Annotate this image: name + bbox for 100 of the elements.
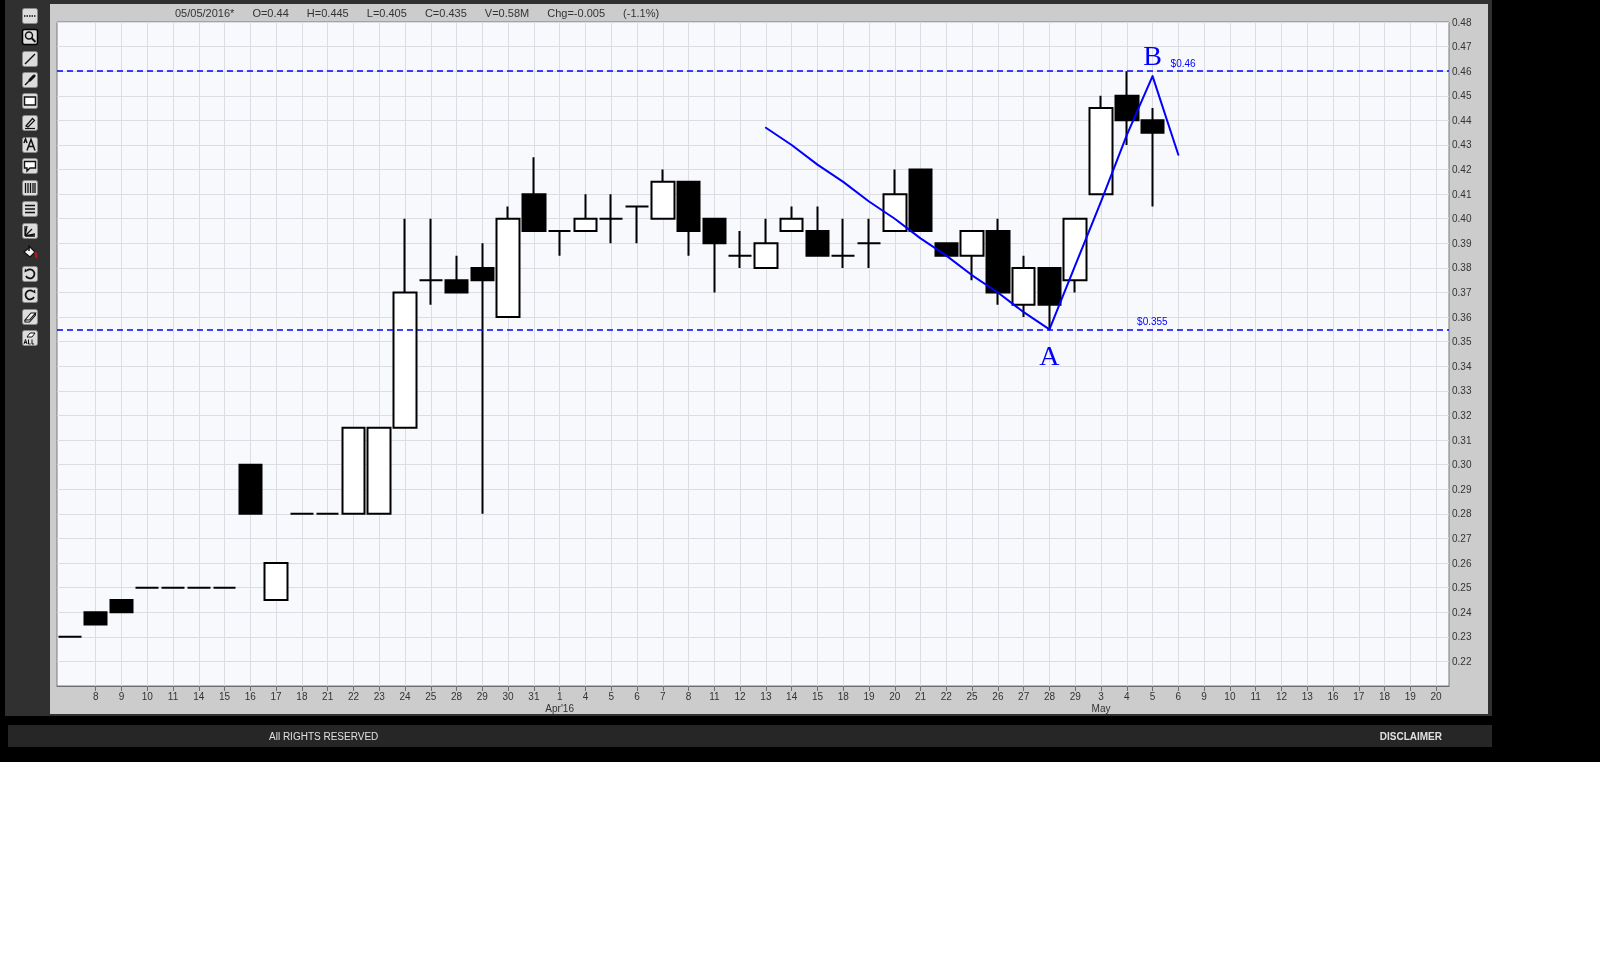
y-tick-label: 0.33: [1452, 385, 1472, 397]
x-tick-label: 18: [296, 690, 308, 702]
x-tick-label: 5: [608, 690, 615, 702]
x-tick-label: 28: [1043, 690, 1056, 702]
y-tick-label: 0.25: [1452, 582, 1472, 594]
x-tick-label: 14: [193, 690, 205, 702]
y-tick-label: 0.35: [1452, 336, 1472, 348]
x-tick-label: 10: [1224, 690, 1236, 702]
x-tick-label: 23: [373, 690, 386, 702]
candlestick: [547, 230, 572, 257]
x-tick-label: 20: [1430, 690, 1443, 702]
x-tick-label: 4: [1124, 690, 1130, 702]
annotation: A: [1039, 339, 1061, 371]
x-tick-label: 15: [218, 690, 231, 702]
candlestick: [418, 217, 444, 306]
x-tick-label: 29: [476, 690, 489, 702]
y-tick-label: 0.45: [1452, 90, 1472, 102]
x-tick-label: 22: [347, 690, 360, 702]
candlestick: [186, 586, 212, 589]
x-tick-label: 16: [244, 690, 257, 702]
candlestick: [160, 586, 186, 589]
candlestick: [624, 205, 650, 245]
y-tick-label: 0.26: [1452, 557, 1472, 569]
x-tick-label: 3 May: [1091, 690, 1111, 714]
text: DISCLAIMER: [1379, 731, 1442, 743]
x-tick-label: 24: [399, 690, 411, 702]
candlestick: [573, 193, 598, 233]
x-tick-label: 16: [1327, 690, 1339, 702]
y-tick-label: 0.38: [1452, 262, 1472, 274]
y-tick-label: 0.27: [1452, 532, 1472, 544]
x-tick-label: 17: [1353, 690, 1365, 702]
x-tick-label: 11: [1250, 690, 1262, 702]
x-tick-label: 11: [709, 690, 720, 702]
y-tick-label: 0.29: [1452, 483, 1472, 495]
y-tick-label: 0.39: [1452, 237, 1472, 249]
candlestick: [444, 254, 469, 294]
candlestick: [109, 598, 134, 614]
x-tick-label: 15: [811, 690, 824, 702]
y-tick-label: 0.22: [1452, 655, 1472, 667]
x-tick-label: 11: [167, 690, 179, 702]
x-tick-label: 18: [837, 690, 850, 702]
candlestick: [830, 217, 856, 269]
candlestick: [238, 463, 263, 515]
x-tick-label: 13: [1301, 690, 1314, 702]
candlestick: [57, 635, 83, 638]
x-tick-label: 9: [1201, 690, 1208, 702]
x-tick-label: 13: [760, 690, 772, 702]
candlestick: [598, 193, 624, 245]
x-tick-label: 19: [1404, 690, 1417, 702]
x-tick-label: 8: [92, 690, 99, 702]
candlestick: [83, 611, 108, 626]
x-tick-label: 22: [940, 690, 953, 702]
y-tick-label: 0.30: [1452, 459, 1472, 471]
x-tick-label: 5: [1149, 690, 1156, 702]
x-tick-label: 28: [450, 690, 463, 702]
x-tick-label: 17: [270, 690, 283, 702]
x-tick-label: 20: [889, 690, 901, 702]
y-tick-label: 0.48: [1452, 16, 1472, 28]
x-tick-label: 6: [1175, 690, 1182, 702]
x-tick-label: 12: [1275, 690, 1288, 702]
candlestick: [727, 230, 753, 269]
y-tick-label: 0.24: [1452, 606, 1472, 618]
y-tick-label: 0.34: [1452, 360, 1472, 372]
candlestick: [289, 512, 315, 515]
x-tick-label: 14: [786, 690, 798, 702]
y-tick-label: 0.28: [1452, 508, 1472, 520]
candlestick: [212, 586, 237, 589]
x-tick-label: 26: [992, 690, 1004, 702]
candlestick: [702, 217, 727, 294]
ref-line-label: $0.355: [1137, 315, 1169, 327]
x-tick-label: 27: [1018, 690, 1030, 702]
y-tick-label: 0.32: [1452, 409, 1472, 421]
x-tick-label: 8: [685, 690, 692, 702]
y-tick-label: 0.43: [1452, 139, 1472, 151]
x-tick-label: 1 Apr'16: [545, 690, 575, 714]
candlestick: [315, 512, 340, 515]
candlestick: [263, 562, 289, 601]
y-tick-label: 0.37: [1452, 287, 1472, 299]
candlestick: [805, 205, 830, 257]
x-tick-label: 4: [582, 690, 589, 702]
y-tick-label: 0.47: [1452, 41, 1472, 53]
x-tick-label: 21: [322, 690, 334, 702]
y-tick-label: 0.46: [1452, 65, 1472, 77]
chart-subtitle: 05/05/2016* O=0.44 H=0.445 L=0.405 C=0.435 V=0.58M Chg=-0.005 (-1.1%): [175, 7, 660, 20]
x-tick-label: 21: [914, 690, 927, 702]
y-tick-label: 0.41: [1452, 188, 1472, 200]
x-tick-label: 12: [734, 690, 747, 702]
y-tick-label: 0.40: [1452, 213, 1472, 225]
annotation: B: [1143, 39, 1162, 71]
y-tick-label: 0.44: [1452, 114, 1472, 126]
x-tick-label: 10: [141, 690, 154, 702]
x-tick-label: 29: [1069, 690, 1082, 702]
x-tick-label: 9: [118, 690, 125, 702]
y-tick-label: 0.23: [1452, 631, 1472, 643]
y-tick-label: 0.36: [1452, 311, 1472, 323]
candlestick: [753, 217, 779, 269]
x-tick-label: 31: [528, 690, 540, 702]
x-tick-label: 25: [966, 690, 979, 702]
x-tick-label: 19: [863, 690, 875, 702]
x-tick-label: 30: [502, 690, 515, 702]
